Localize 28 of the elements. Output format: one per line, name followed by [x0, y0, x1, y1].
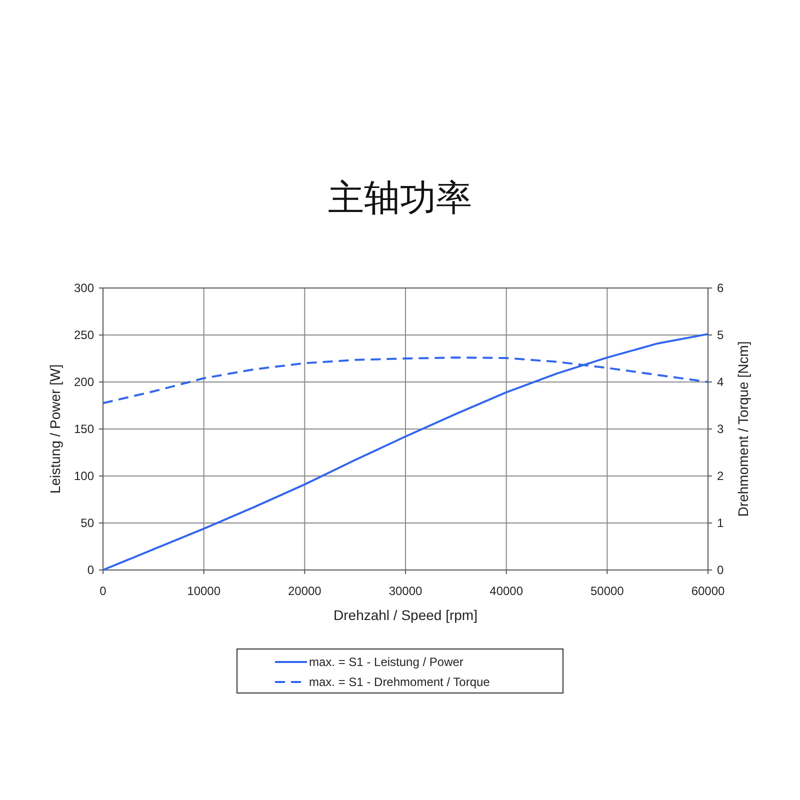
y-tick-label: 150: [74, 422, 94, 436]
x-tick-label: 60000: [691, 584, 726, 598]
y2-axis-title: Drehmoment / Torque [Ncm]: [735, 341, 751, 517]
y2-tick-label: 5: [717, 328, 724, 342]
x-tick-label: 50000: [590, 584, 624, 598]
legend-label: max. = S1 - Leistung / Power: [309, 655, 464, 669]
y2-tick-label: 1: [717, 516, 724, 530]
y-tick-label: 200: [74, 375, 94, 389]
y2-tick-label: 2: [717, 469, 724, 483]
legend-label: max. = S1 - Drehmoment / Torque: [309, 675, 490, 689]
x-tick-label: 20000: [288, 584, 322, 598]
x-tick-label: 0: [100, 584, 107, 598]
line-series: [102, 333, 709, 571]
y-tick-label: 50: [80, 516, 94, 530]
x-tick-label: 40000: [490, 584, 524, 598]
chart-title: 主轴功率: [328, 177, 472, 218]
x-tick-label: 30000: [388, 584, 423, 598]
y-tick-label: 250: [74, 328, 94, 342]
y-axis-title: Leistung / Power [W]: [47, 364, 63, 494]
y2-tick-label: 0: [717, 563, 724, 577]
y2-tick-label: 6: [717, 281, 724, 295]
y2-tick-label: 3: [717, 422, 724, 436]
y-tick-label: 300: [74, 281, 94, 295]
y-tick-label: 0: [87, 563, 94, 577]
x-tick-label: 10000: [187, 584, 221, 598]
y-tick-label: 100: [74, 469, 94, 483]
x-axis-title: Drehzahl / Speed [rpm]: [334, 607, 478, 623]
y2-tick-label: 4: [717, 375, 724, 389]
